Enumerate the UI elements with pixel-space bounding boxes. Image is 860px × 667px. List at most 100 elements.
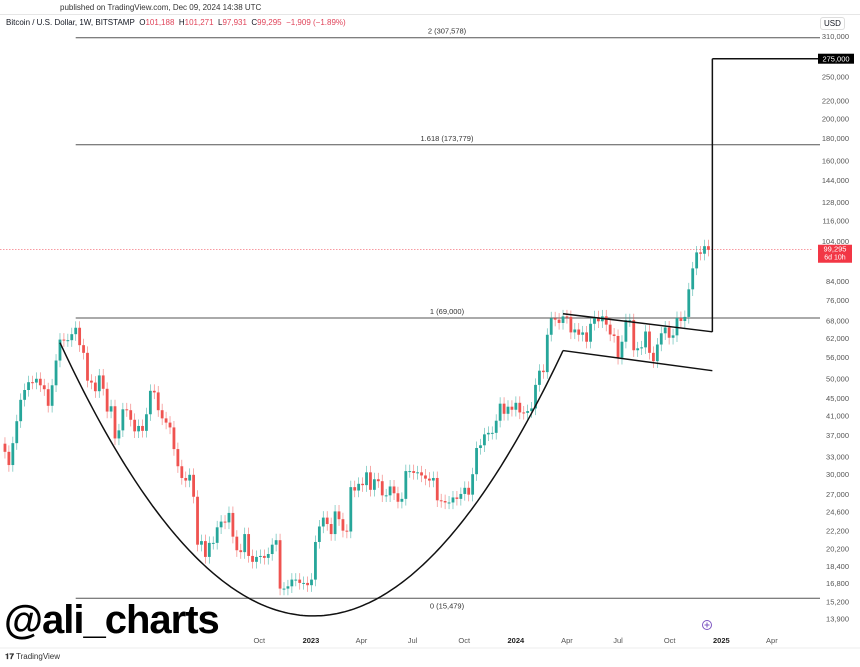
candle-body [596, 317, 600, 322]
candle-body [675, 318, 679, 336]
candle-body [282, 588, 286, 590]
price-axis [812, 30, 860, 648]
candle-body [538, 370, 541, 385]
last-price-label: 99,295 [824, 245, 847, 254]
candle-body [439, 500, 443, 502]
candle-body [152, 390, 156, 393]
tradingview-logo-icon: 𝟏𝟕 [5, 652, 14, 661]
candle-body [522, 412, 526, 414]
candle-body [211, 542, 215, 544]
candle-body [180, 466, 184, 478]
candle-body [219, 521, 223, 528]
candle-body [589, 323, 592, 342]
candle-body [459, 493, 463, 499]
candle-body [306, 582, 309, 586]
candle-body [3, 443, 7, 452]
candle-body [667, 327, 671, 338]
candle-body [125, 409, 129, 411]
x-tick-label: Oct [458, 636, 471, 645]
candle-body [345, 530, 349, 532]
candle-body [35, 378, 38, 383]
candle-body [148, 390, 152, 415]
candle-body [62, 339, 66, 341]
candle-body [471, 474, 475, 495]
candle-body [109, 406, 113, 412]
tradingview-footer: 𝟏𝟕 TradingView [5, 652, 60, 662]
candle-body [424, 475, 427, 479]
candle-body [270, 544, 274, 555]
y-tick-label: 144,000 [822, 176, 849, 185]
y-tick-label: 27,000 [826, 490, 849, 499]
y-tick-label: 220,000 [822, 97, 849, 106]
candle-body [294, 579, 298, 581]
y-tick-label: 116,000 [822, 217, 849, 226]
candle-body [141, 425, 144, 431]
candle-body [353, 487, 357, 491]
x-tick-label: 2025 [713, 636, 730, 645]
candle-body [302, 582, 306, 584]
candle-body [400, 498, 404, 502]
candle-body [145, 414, 148, 431]
plus-icon [704, 622, 710, 628]
candle-body [494, 420, 498, 433]
y-tick-label: 22,200 [826, 527, 849, 536]
candle-body [412, 471, 416, 473]
candle-body [129, 410, 133, 420]
candle-body [502, 403, 506, 414]
x-tick-label: Jul [408, 636, 418, 645]
candle-body [23, 390, 27, 400]
candle-body [203, 541, 207, 557]
candle-body [616, 335, 620, 358]
candle-body [113, 406, 117, 439]
candle-body [333, 511, 337, 535]
candle-body [137, 425, 140, 432]
candle-body [420, 472, 423, 476]
y-tick-label: 104,000 [822, 237, 849, 246]
candle-body [223, 521, 227, 523]
candle-body [46, 389, 50, 406]
candle-body [259, 555, 262, 557]
candle-body [506, 406, 510, 414]
currency-button[interactable]: USD [820, 17, 845, 30]
candle-body [90, 380, 93, 383]
candle-body [255, 556, 258, 562]
candle-body [97, 375, 101, 392]
candle-body [612, 334, 616, 336]
y-tick-label: 20,200 [826, 544, 849, 553]
candle-body [498, 403, 502, 421]
symbol-legend: Bitcoin / U.S. Dollar, 1W, BITSTAMP O101… [0, 14, 860, 30]
candle-body [479, 445, 482, 448]
y-tick-label: 41,000 [826, 412, 849, 421]
y-tick-label: 24,600 [826, 507, 849, 516]
y-tick-label: 84,000 [826, 277, 849, 286]
candle-body [369, 472, 372, 490]
candle-body [349, 487, 353, 532]
candle-body [549, 318, 553, 335]
candle-body [192, 474, 195, 497]
y-tick-label: 200,000 [822, 114, 849, 123]
y-tick-label: 16,800 [826, 579, 849, 588]
candle-body [42, 385, 46, 390]
candle-body [121, 409, 125, 431]
candle-body [679, 318, 683, 322]
open-label: O [139, 18, 146, 27]
candle-body [196, 496, 199, 545]
candle-body [608, 324, 612, 335]
candle-body [628, 320, 632, 322]
y-tick-label: 310,000 [822, 32, 849, 41]
candle-body [207, 542, 211, 557]
y-tick-label: 50,000 [826, 374, 849, 383]
candle-body [15, 421, 19, 444]
candle-body [475, 447, 478, 475]
close-label: C [251, 18, 258, 27]
candle-body [652, 352, 655, 362]
candle-body [235, 536, 239, 551]
candle-body [557, 319, 561, 323]
y-tick-label: 250,000 [822, 73, 849, 82]
candle-body [659, 333, 663, 345]
candle-body [655, 344, 659, 362]
candle-body [74, 327, 78, 335]
candle-body [247, 534, 251, 556]
candle-body [490, 432, 494, 434]
